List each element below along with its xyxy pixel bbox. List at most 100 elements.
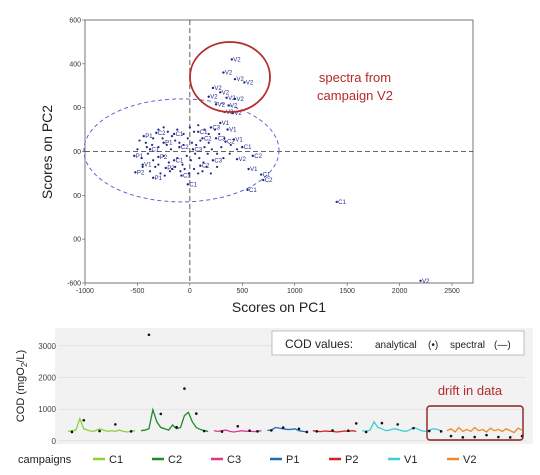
cod-analytical-point (297, 427, 301, 431)
pca-point (174, 165, 177, 168)
pca-point-label: C1 (183, 174, 191, 180)
pca-point (172, 159, 176, 162)
pca-point (214, 137, 218, 140)
cod-y-tick-label: 1000 (38, 405, 56, 414)
pca-point-label: P2 (160, 155, 168, 161)
pca-x-tick-label: 1500 (339, 288, 355, 295)
pca-point (174, 139, 177, 142)
campaign-legend-label: V2 (463, 454, 476, 466)
pca-point (199, 139, 202, 142)
cod-analytical-point (195, 412, 198, 415)
pca-point (224, 140, 227, 143)
pca-point (157, 155, 160, 159)
pca-point (176, 128, 179, 131)
pca-point (251, 154, 254, 158)
pca-point (138, 139, 141, 142)
cod-analytical-point (202, 429, 206, 433)
pca-point (159, 172, 162, 175)
cod-analytical-point (427, 429, 431, 433)
pca-point (186, 183, 189, 186)
pca-point (210, 148, 213, 151)
pca-point (222, 71, 225, 74)
pca-point (141, 163, 144, 166)
campaign-legend-label: C3 (227, 454, 241, 466)
cod-analytical-point (315, 430, 319, 433)
pca-point-label: C1 (200, 130, 208, 136)
pca-point (136, 148, 139, 151)
pca-point (134, 171, 137, 174)
pca-point (162, 141, 165, 144)
pca-point (176, 156, 179, 160)
cod-analytical-point (485, 433, 488, 437)
pca-point (151, 143, 154, 147)
pca-point (169, 148, 173, 151)
pca-point (228, 152, 231, 155)
pca-point (186, 137, 189, 140)
pca-point-label: P2 (137, 170, 145, 176)
pca-point-label: C2 (265, 178, 273, 184)
cod-legend-spectral: spectral (450, 340, 485, 351)
pca-point-label: V2 (246, 80, 254, 86)
drift-annotation: drift in data (438, 383, 503, 398)
pca-point-label: C1 (176, 132, 184, 138)
pca-point-label: V2 (230, 103, 238, 109)
drift-highlight-box (426, 405, 524, 441)
pca-point-label: P1 (165, 141, 173, 147)
pca-x-tick-label: 1000 (287, 288, 303, 295)
pca-point (227, 104, 230, 107)
pca-point (133, 154, 136, 158)
cod-legend-box (271, 330, 525, 356)
cod-analytical-point (82, 418, 86, 422)
pca-point (247, 167, 250, 171)
cod-legend-analytical: analytical (375, 340, 417, 351)
cod-analytical-point (129, 430, 133, 433)
pca-point (152, 137, 155, 140)
pca-point (181, 163, 184, 166)
pca-point-label: C3 (214, 158, 222, 164)
pca-point (148, 170, 152, 173)
pca-point (178, 145, 181, 149)
pca-point (235, 157, 239, 161)
pca-point-label: V1 (144, 163, 152, 169)
pca-point (162, 126, 165, 129)
pca-point-label: C2 (227, 140, 235, 146)
pca-point (180, 174, 183, 177)
cod-analytical-point (305, 430, 309, 434)
cod-analytical-point (347, 429, 350, 433)
pca-point (205, 165, 208, 168)
pca-point (165, 143, 168, 147)
cod-analytical-point (354, 422, 358, 425)
pca-point (179, 170, 182, 173)
pca-point (203, 146, 206, 149)
pca-point (232, 138, 236, 141)
pca-point (189, 159, 193, 162)
pca-point-label: C1 (338, 200, 346, 206)
cod-y-tick-label: 0 (52, 437, 57, 446)
cod-analytical-point (159, 412, 163, 416)
pca-point-label: V2 (236, 77, 244, 83)
pca-point (197, 124, 200, 127)
cod-analytical-point (183, 387, 186, 390)
cod-y-axis-label: COD (mgO2/L) (15, 350, 29, 422)
pca-point (157, 163, 160, 166)
pca-point-label: V2 (233, 57, 241, 63)
pca-point (243, 81, 246, 84)
pca-point-label: C1 (189, 182, 197, 188)
pca-point-label: V2 (226, 110, 234, 116)
pca-x-tick-label: 0 (188, 288, 192, 295)
pca-point (162, 154, 165, 157)
pca-point-label: V2 (218, 102, 226, 108)
pca-point (192, 130, 196, 133)
pca-point-label: C1 (249, 188, 257, 194)
cod-analytical-point (439, 430, 443, 433)
pca-point (209, 172, 212, 175)
pca-y-tick-label: 400 (69, 61, 81, 68)
pca-point-label: V1 (250, 167, 258, 173)
campaign-legend-label: V1 (404, 454, 417, 466)
pca-point (230, 58, 234, 61)
cod-analytical-point (147, 333, 151, 337)
pca-point (142, 134, 145, 138)
pca-point (155, 131, 158, 135)
pca-point (207, 141, 210, 144)
pca-point (187, 172, 190, 175)
